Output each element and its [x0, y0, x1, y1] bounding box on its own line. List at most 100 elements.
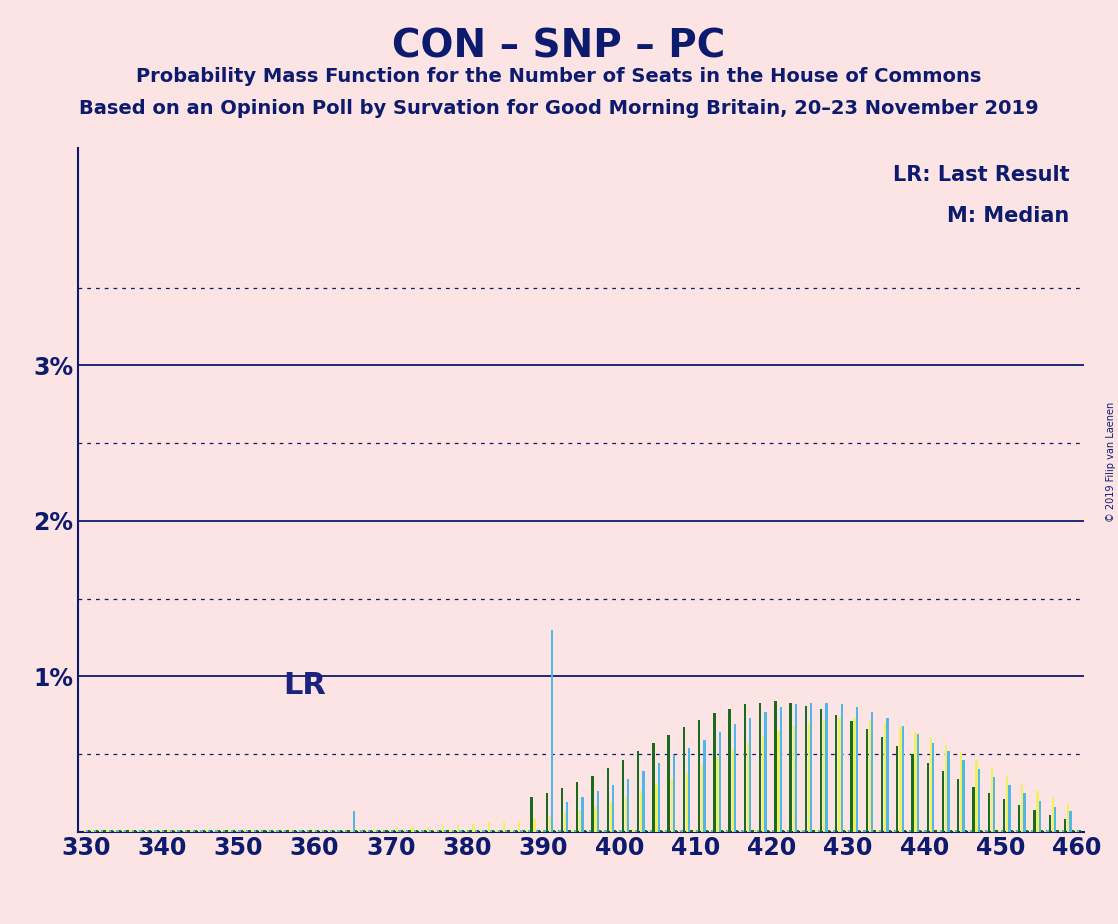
- Bar: [723, 830, 727, 832]
- Bar: [571, 830, 574, 832]
- Bar: [427, 827, 429, 832]
- Bar: [871, 711, 873, 832]
- Bar: [119, 830, 121, 832]
- Bar: [1062, 830, 1064, 832]
- Bar: [993, 777, 995, 832]
- Bar: [1059, 830, 1062, 832]
- Bar: [286, 830, 288, 832]
- Bar: [1064, 820, 1067, 832]
- Bar: [903, 830, 906, 832]
- Bar: [518, 821, 520, 832]
- Bar: [922, 830, 925, 832]
- Bar: [865, 729, 868, 832]
- Bar: [949, 830, 951, 832]
- Bar: [823, 720, 825, 832]
- Bar: [467, 830, 470, 832]
- Bar: [505, 830, 508, 832]
- Bar: [787, 830, 789, 832]
- Bar: [743, 704, 746, 832]
- Bar: [877, 830, 879, 832]
- Bar: [248, 830, 250, 832]
- Bar: [252, 830, 254, 832]
- Bar: [348, 830, 350, 832]
- Bar: [396, 827, 398, 832]
- Bar: [522, 830, 525, 832]
- Bar: [968, 830, 970, 832]
- Bar: [655, 785, 657, 832]
- Bar: [1016, 830, 1018, 832]
- Bar: [759, 702, 761, 832]
- Bar: [627, 779, 629, 832]
- Bar: [126, 830, 129, 832]
- Bar: [892, 830, 894, 832]
- Bar: [779, 707, 781, 832]
- Bar: [452, 830, 454, 832]
- Bar: [660, 830, 662, 832]
- Bar: [424, 830, 426, 832]
- Bar: [1025, 830, 1029, 832]
- Bar: [941, 771, 945, 832]
- Bar: [356, 830, 358, 832]
- Bar: [1074, 830, 1077, 832]
- Bar: [198, 830, 200, 832]
- Bar: [381, 830, 383, 832]
- Bar: [421, 830, 424, 832]
- Bar: [543, 830, 546, 832]
- Bar: [1008, 785, 1011, 832]
- Bar: [643, 771, 645, 832]
- Bar: [574, 830, 576, 832]
- Bar: [797, 830, 799, 832]
- Bar: [170, 830, 172, 832]
- Bar: [546, 793, 548, 832]
- Bar: [757, 830, 759, 832]
- Bar: [419, 830, 421, 832]
- Bar: [394, 830, 396, 832]
- Bar: [146, 830, 149, 832]
- Bar: [149, 830, 151, 832]
- Bar: [789, 702, 792, 832]
- Bar: [731, 749, 733, 832]
- Bar: [530, 797, 532, 832]
- Bar: [599, 830, 601, 832]
- Bar: [328, 830, 330, 832]
- Bar: [647, 830, 650, 832]
- Bar: [432, 830, 434, 832]
- Bar: [130, 830, 132, 832]
- Bar: [739, 830, 741, 832]
- Bar: [459, 830, 462, 832]
- Bar: [717, 757, 719, 832]
- Bar: [157, 830, 159, 832]
- Bar: [462, 830, 464, 832]
- Bar: [795, 704, 797, 832]
- Bar: [1054, 807, 1057, 832]
- Bar: [713, 713, 716, 832]
- Bar: [266, 830, 268, 832]
- Bar: [549, 816, 551, 832]
- Bar: [520, 830, 523, 832]
- Bar: [879, 830, 881, 832]
- Bar: [414, 830, 416, 832]
- Bar: [985, 830, 987, 832]
- Bar: [406, 830, 408, 832]
- Bar: [398, 830, 400, 832]
- Bar: [122, 830, 124, 832]
- Bar: [1057, 830, 1059, 832]
- Bar: [304, 830, 307, 832]
- Bar: [675, 830, 678, 832]
- Bar: [108, 830, 111, 832]
- Bar: [538, 830, 540, 832]
- Bar: [290, 830, 292, 832]
- Bar: [907, 830, 909, 832]
- Bar: [957, 779, 959, 832]
- Bar: [134, 830, 136, 832]
- Bar: [813, 830, 815, 832]
- Bar: [693, 830, 695, 832]
- Bar: [681, 830, 683, 832]
- Bar: [383, 830, 386, 832]
- Bar: [220, 830, 224, 832]
- Bar: [154, 830, 157, 832]
- Bar: [208, 830, 210, 832]
- Bar: [541, 830, 543, 832]
- Bar: [307, 830, 310, 832]
- Bar: [960, 752, 963, 832]
